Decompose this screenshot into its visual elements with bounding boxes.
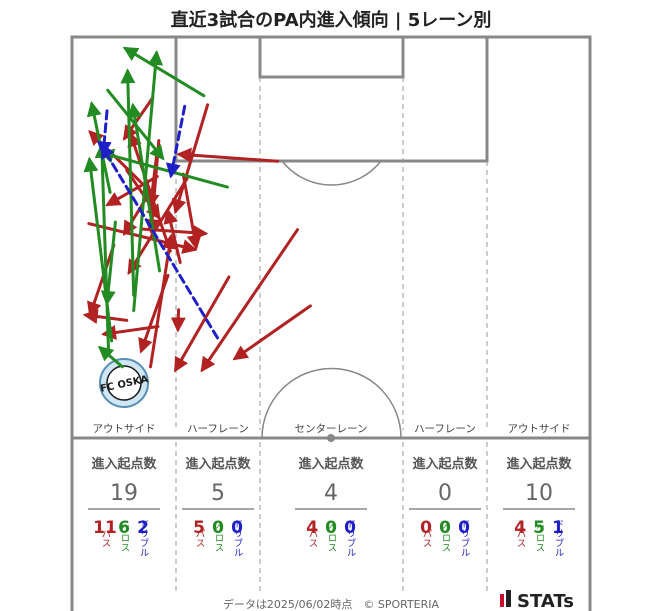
lane-label-center: センターレーン (295, 423, 368, 435)
lane-label-halfspace-right: ハーフレーン (414, 423, 476, 435)
lane-dividers (175, 77, 488, 592)
cross-count: 0 (439, 518, 451, 538)
entry-count: 10 (525, 481, 553, 506)
dribble-count: 0 (458, 518, 470, 538)
chart-title: 直近3試合のPA内進入傾向 | 5レーン別 (171, 9, 492, 31)
cross-label: クロス (534, 524, 545, 553)
dribble-count: 1 (552, 518, 564, 538)
stats-brand: STATs (500, 590, 574, 611)
entry-count: 5 (211, 481, 225, 506)
pass-count: 5 (193, 518, 205, 538)
cross-arrow (132, 50, 164, 312)
dribble-count: 0 (344, 518, 356, 538)
dribble-count: 0 (231, 518, 243, 538)
summary-label: 進入起点数 (298, 456, 364, 472)
lane-label-outside-right: アウトサイド (508, 423, 571, 435)
center-spot (327, 434, 335, 442)
pass-count: 4 (306, 518, 318, 538)
arrows-layer (82, 46, 312, 373)
pass-arrow (105, 174, 159, 207)
pass-label: パス (194, 529, 206, 548)
dribble-label: ドリブル (138, 519, 150, 557)
summary-label: 進入起点数 (91, 456, 157, 472)
entry-count: 0 (438, 481, 452, 506)
pass-arrow (170, 308, 186, 333)
pass-label: パス (421, 529, 433, 548)
cross-arrow (100, 220, 117, 306)
pass-arrow (101, 325, 160, 340)
pass-arrow (87, 243, 116, 318)
cross-label: クロス (119, 524, 130, 553)
cross-count: 0 (212, 518, 224, 538)
penalty-area (174, 35, 489, 163)
pass-arrow (149, 233, 177, 369)
dribble-arrow (96, 109, 112, 157)
cross-arrow (122, 46, 206, 98)
pass-arrow (181, 172, 202, 251)
goal-area (258, 35, 405, 79)
club-logo: FC OSKA (99, 358, 150, 408)
stats-brand-icon-right (506, 590, 511, 607)
cross-arrow (127, 102, 162, 273)
dribble-label: ドリブル (345, 519, 357, 557)
center-circle (261, 367, 402, 439)
pass-count: 11 (93, 518, 117, 538)
dribble-arrow (165, 104, 187, 179)
dribble-label: ドリブル (232, 519, 244, 557)
summary-label: 進入起点数 (185, 456, 251, 472)
cross-label: クロス (440, 524, 451, 553)
entry-count: 4 (324, 481, 338, 506)
pass-label: パス (100, 529, 112, 548)
pass-arrow (200, 228, 299, 373)
club-logo-inner (106, 365, 142, 401)
cross-arrow (98, 148, 229, 189)
summary-label: 進入起点数 (506, 456, 572, 472)
pass-label: パス (307, 529, 319, 548)
pass-arrow (123, 190, 152, 237)
dribble-count: 2 (137, 518, 149, 538)
pass-arrow (174, 275, 231, 373)
cross-label: クロス (326, 524, 337, 553)
cross-arrow (106, 88, 165, 161)
penalty-arc (281, 160, 382, 186)
pass-count: 0 (420, 518, 432, 538)
summary-label: 進入起点数 (412, 456, 478, 472)
cross-count: 0 (325, 518, 337, 538)
lane-label-outside-left: アウトサイド (93, 423, 156, 435)
cross-count: 5 (533, 518, 545, 538)
cross-label: クロス (213, 524, 224, 553)
dribble-arrow (100, 143, 219, 340)
dribble-label: ドリブル (553, 519, 565, 557)
pass-count: 4 (514, 518, 526, 538)
entry-count: 19 (110, 481, 138, 506)
lane-label-halfspace-left: ハーフレーン (187, 423, 249, 435)
pass-arrow (176, 147, 280, 163)
cross-arrow (83, 156, 114, 343)
pitch-thin (261, 160, 402, 439)
dribble-label: ドリブル (459, 519, 471, 557)
footer-note: データは2025/06/02時点 © SPORTERIA (223, 597, 440, 611)
pass-arrow (232, 304, 312, 361)
stats-brand-icon-left (500, 594, 504, 607)
pass-label: パス (515, 529, 527, 548)
cross-arrow (120, 68, 136, 297)
cross-count: 6 (118, 518, 130, 538)
cross-arrow (97, 345, 124, 369)
stats-brand-text: STATs (517, 591, 574, 611)
